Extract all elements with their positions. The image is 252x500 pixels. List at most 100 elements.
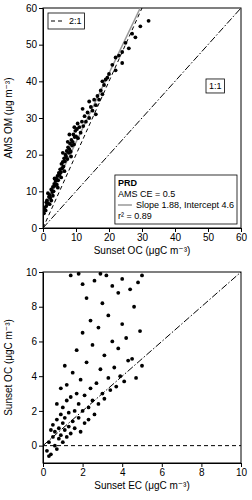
point [56,178,60,182]
point [77,416,81,420]
point [116,291,120,295]
point [51,423,55,427]
tick-label: 40 [170,232,182,243]
reference-line [43,8,241,228]
point [120,61,124,65]
point [140,364,144,368]
point [81,282,85,286]
tick: 40 [170,228,182,243]
y-axis-title: AMS OM (μg m⁻³) [3,77,14,158]
tick-label: 60 [26,3,38,14]
tick-label: 40 [26,76,38,87]
point [73,409,77,413]
point [86,111,90,115]
y-axis: 0246810 [26,267,44,464]
tick-mark [39,191,43,192]
point [72,125,76,129]
tick-mark [39,307,43,308]
tick: 0 [31,223,43,234]
point [128,287,132,291]
point [69,155,73,159]
tick-label: 8 [199,467,205,478]
point [67,411,71,415]
point [95,381,99,385]
points [43,19,151,215]
point [59,170,63,174]
legend-box [115,175,237,224]
x-axis-title: Sunset OC (μgC m⁻³) [94,245,191,256]
point [102,397,106,401]
tick: 6 [160,463,166,478]
point [110,340,114,344]
x-axis: 0102030405060 [41,228,248,243]
point [49,199,53,203]
point [84,120,88,124]
point [92,98,96,102]
point [63,364,67,368]
point [85,360,89,364]
legend: PRDAMS CE = 0.5Slope 1.88, Intercept 4.6… [115,175,237,224]
point [112,366,116,370]
point [114,385,118,389]
tick: 50 [26,39,43,50]
tick-label: 10 [236,467,248,478]
tick: 50 [203,228,215,243]
point [59,386,63,390]
point [97,402,101,406]
point [81,124,85,128]
point [79,378,83,382]
point [87,116,91,120]
point [77,272,81,276]
tick-label: 0 [31,223,37,234]
point [99,367,103,371]
line-label-box [206,79,225,93]
tick: 10 [236,463,248,478]
figure: 01020304050600102030405060Sunset OC (μgC… [0,0,252,500]
tick: 10 [71,228,83,243]
point [106,314,110,318]
point [118,374,122,378]
point [51,435,55,439]
point [61,440,65,444]
point [61,406,65,410]
point [120,50,124,54]
point [49,428,53,432]
tick: 4 [31,371,43,382]
chart-panel: 01020304050600102030405060Sunset OC (μgC… [3,0,247,256]
point [108,388,112,392]
point [79,131,83,135]
point [56,186,60,190]
tick-mark [39,155,43,156]
tick-label: 0 [41,232,47,243]
point [62,165,66,169]
chart-panel: 02468100246810Sunset EC (μgC m⁻³)Sunset … [3,267,247,491]
tick-mark [39,272,43,273]
point [63,416,67,420]
annotation: AMS CE = 0.5 [118,189,175,199]
point [59,412,63,416]
point [104,274,108,278]
point [138,24,142,28]
point [77,402,81,406]
point [76,122,80,126]
point [124,41,128,45]
point [63,169,67,173]
point [80,120,84,124]
point [68,133,72,137]
point [110,63,114,67]
point [122,379,126,383]
point [81,409,85,413]
point [66,157,70,161]
tick-label: 10 [26,186,38,197]
point [117,54,121,58]
point [66,140,70,144]
point [59,176,63,180]
legend-box [48,13,85,29]
tick-label: 10 [26,267,38,278]
tick-label: 10 [71,232,83,243]
point [65,399,69,403]
point [147,19,151,23]
point [53,444,57,448]
point [120,322,124,326]
plot-marks [43,8,241,228]
